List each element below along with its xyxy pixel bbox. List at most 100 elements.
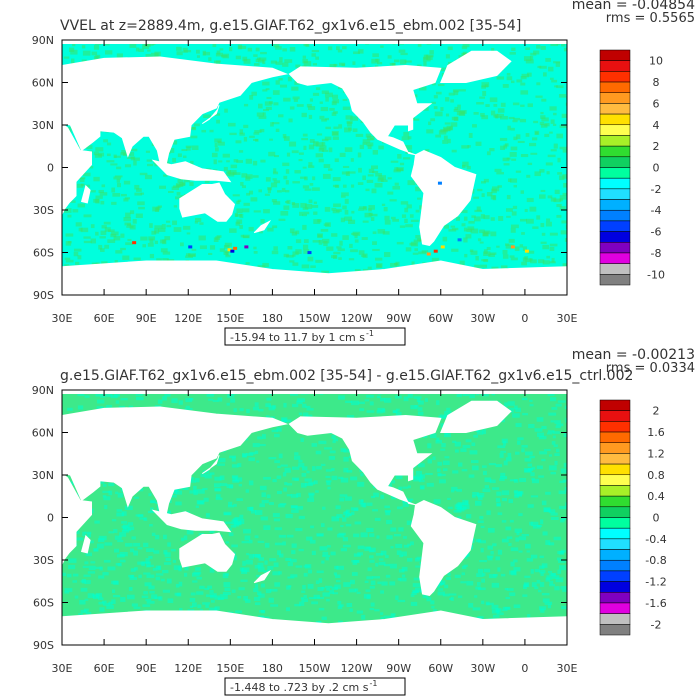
ocean-field [62, 390, 567, 645]
land-mask [179, 532, 236, 572]
lon-label: 150E [216, 312, 244, 325]
land-mask [253, 219, 272, 234]
land-mask [288, 414, 442, 506]
lon-label: 30E [52, 312, 73, 325]
lat-label: 30S [33, 204, 54, 217]
colorbar-swatch [599, 410, 631, 422]
colorbar-swatch [599, 242, 631, 254]
lon-label: 180 [262, 662, 283, 675]
land-mask [288, 64, 442, 156]
lon-label: 150W [299, 662, 331, 675]
lon-label: 90W [386, 662, 411, 675]
hotspot [437, 181, 442, 185]
colorbar-swatch [599, 431, 631, 443]
land-mask [440, 50, 512, 83]
hotspot [440, 245, 445, 249]
land-mask [179, 182, 236, 222]
colorbar: 10 8 6 4 2 0 -2 -4 -6 -8 -10 [599, 49, 665, 286]
colorbar-swatch [599, 474, 631, 486]
range-box: -1.448 to .723 by .2 cm s -1 [224, 677, 406, 696]
land-mask [253, 569, 272, 584]
colorbar-swatch [599, 49, 631, 61]
colorbar-label: -0.4 [645, 533, 666, 546]
hotspot [524, 249, 529, 253]
colorbar-swatch [599, 145, 631, 158]
hotspot [457, 238, 462, 242]
colorbar-label: 0 [653, 162, 660, 175]
lat-label: 90N [32, 384, 54, 397]
ocean-field [62, 40, 567, 295]
range-box: -15.94 to 11.7 by 1 cm s -1 [224, 327, 406, 346]
colorbar-swatch [599, 220, 631, 232]
lat-label: 0 [47, 162, 54, 175]
land-mask [80, 534, 91, 554]
lat-label: 90S [33, 639, 54, 652]
colorbar-swatch [599, 399, 631, 411]
colorbar-swatch [599, 274, 631, 286]
colorbar-label: 10 [649, 55, 663, 68]
colorbar-swatch [599, 613, 631, 625]
lat-label: 90S [33, 289, 54, 302]
colorbar-label: -1.2 [645, 576, 666, 589]
lon-label: 90E [136, 312, 157, 325]
colorbar: 2 1.6 1.2 0.8 0.4 0 -0.4 -0.8 -1.2 -1.6 -2 [599, 399, 667, 636]
hotspot [227, 248, 232, 252]
colorbar-swatch [599, 549, 631, 561]
colorbar-swatch [599, 124, 631, 136]
land-mask [410, 499, 477, 596]
lon-label: 120W [341, 662, 373, 675]
lat-label: 30S [33, 554, 54, 567]
colorbar-label: 1.6 [647, 426, 665, 439]
colorbar-swatch [599, 570, 631, 582]
lon-label: 120E [174, 312, 202, 325]
lon-label: 30W [470, 312, 495, 325]
colorbar-swatch [599, 71, 631, 83]
colorbar-swatch [599, 538, 631, 550]
colorbar-swatch [599, 231, 631, 243]
hotspot [132, 241, 137, 245]
hotspot [188, 245, 193, 249]
mean-value: mean = -0.04854 [572, 0, 695, 13]
rms-value: rms = 0.5565 [606, 11, 695, 26]
colorbar-swatch [599, 209, 631, 222]
colorbar-swatch [599, 135, 631, 147]
range-superscript: -1 [369, 679, 377, 688]
land-mask [202, 455, 220, 475]
land-mask [410, 149, 477, 246]
colorbar-label: -6 [651, 226, 662, 239]
colorbar-swatch [599, 495, 631, 508]
hotspot [426, 252, 431, 256]
lon-label: 30E [52, 662, 73, 675]
colorbar-swatch [599, 113, 631, 126]
lat-label: 60S [33, 597, 54, 610]
range-label: -1.448 to .723 by .2 cm s [230, 681, 369, 694]
panel-title: g.e15.GIAF.T62_gx1v6.e15_ebm.002 [35-54]… [60, 368, 633, 384]
lon-label: 150W [299, 312, 331, 325]
colorbar-swatch [599, 252, 631, 264]
colorbar-label: -2 [651, 618, 662, 631]
lat-label: 60N [32, 77, 54, 90]
colorbar-label: -10 [647, 268, 665, 281]
colorbar-swatch [599, 602, 631, 614]
colorbar-label: -4 [651, 204, 662, 217]
colorbar-swatch [599, 421, 631, 433]
hotspot [307, 251, 312, 255]
hotspot [230, 249, 235, 253]
land-mask [202, 105, 220, 125]
colorbar-swatch [599, 485, 631, 497]
lon-label: 30E [557, 662, 578, 675]
lon-label: 30E [557, 312, 578, 325]
map-panel-2: g.e15.GIAF.T62_gx1v6.e15_ebm.002 [35-54]… [32, 347, 695, 696]
lon-label: 60W [428, 662, 453, 675]
colorbar-swatch [599, 263, 631, 275]
range-box-frame [224, 327, 406, 346]
lon-label: 30W [470, 662, 495, 675]
colorbar-swatch [599, 506, 631, 518]
lon-label: 60E [94, 662, 115, 675]
lat-label: 60S [33, 247, 54, 260]
lon-label: 0 [521, 662, 528, 675]
colorbar-label: -2 [651, 183, 662, 196]
lon-label: 150E [216, 662, 244, 675]
land-mask [440, 400, 512, 433]
